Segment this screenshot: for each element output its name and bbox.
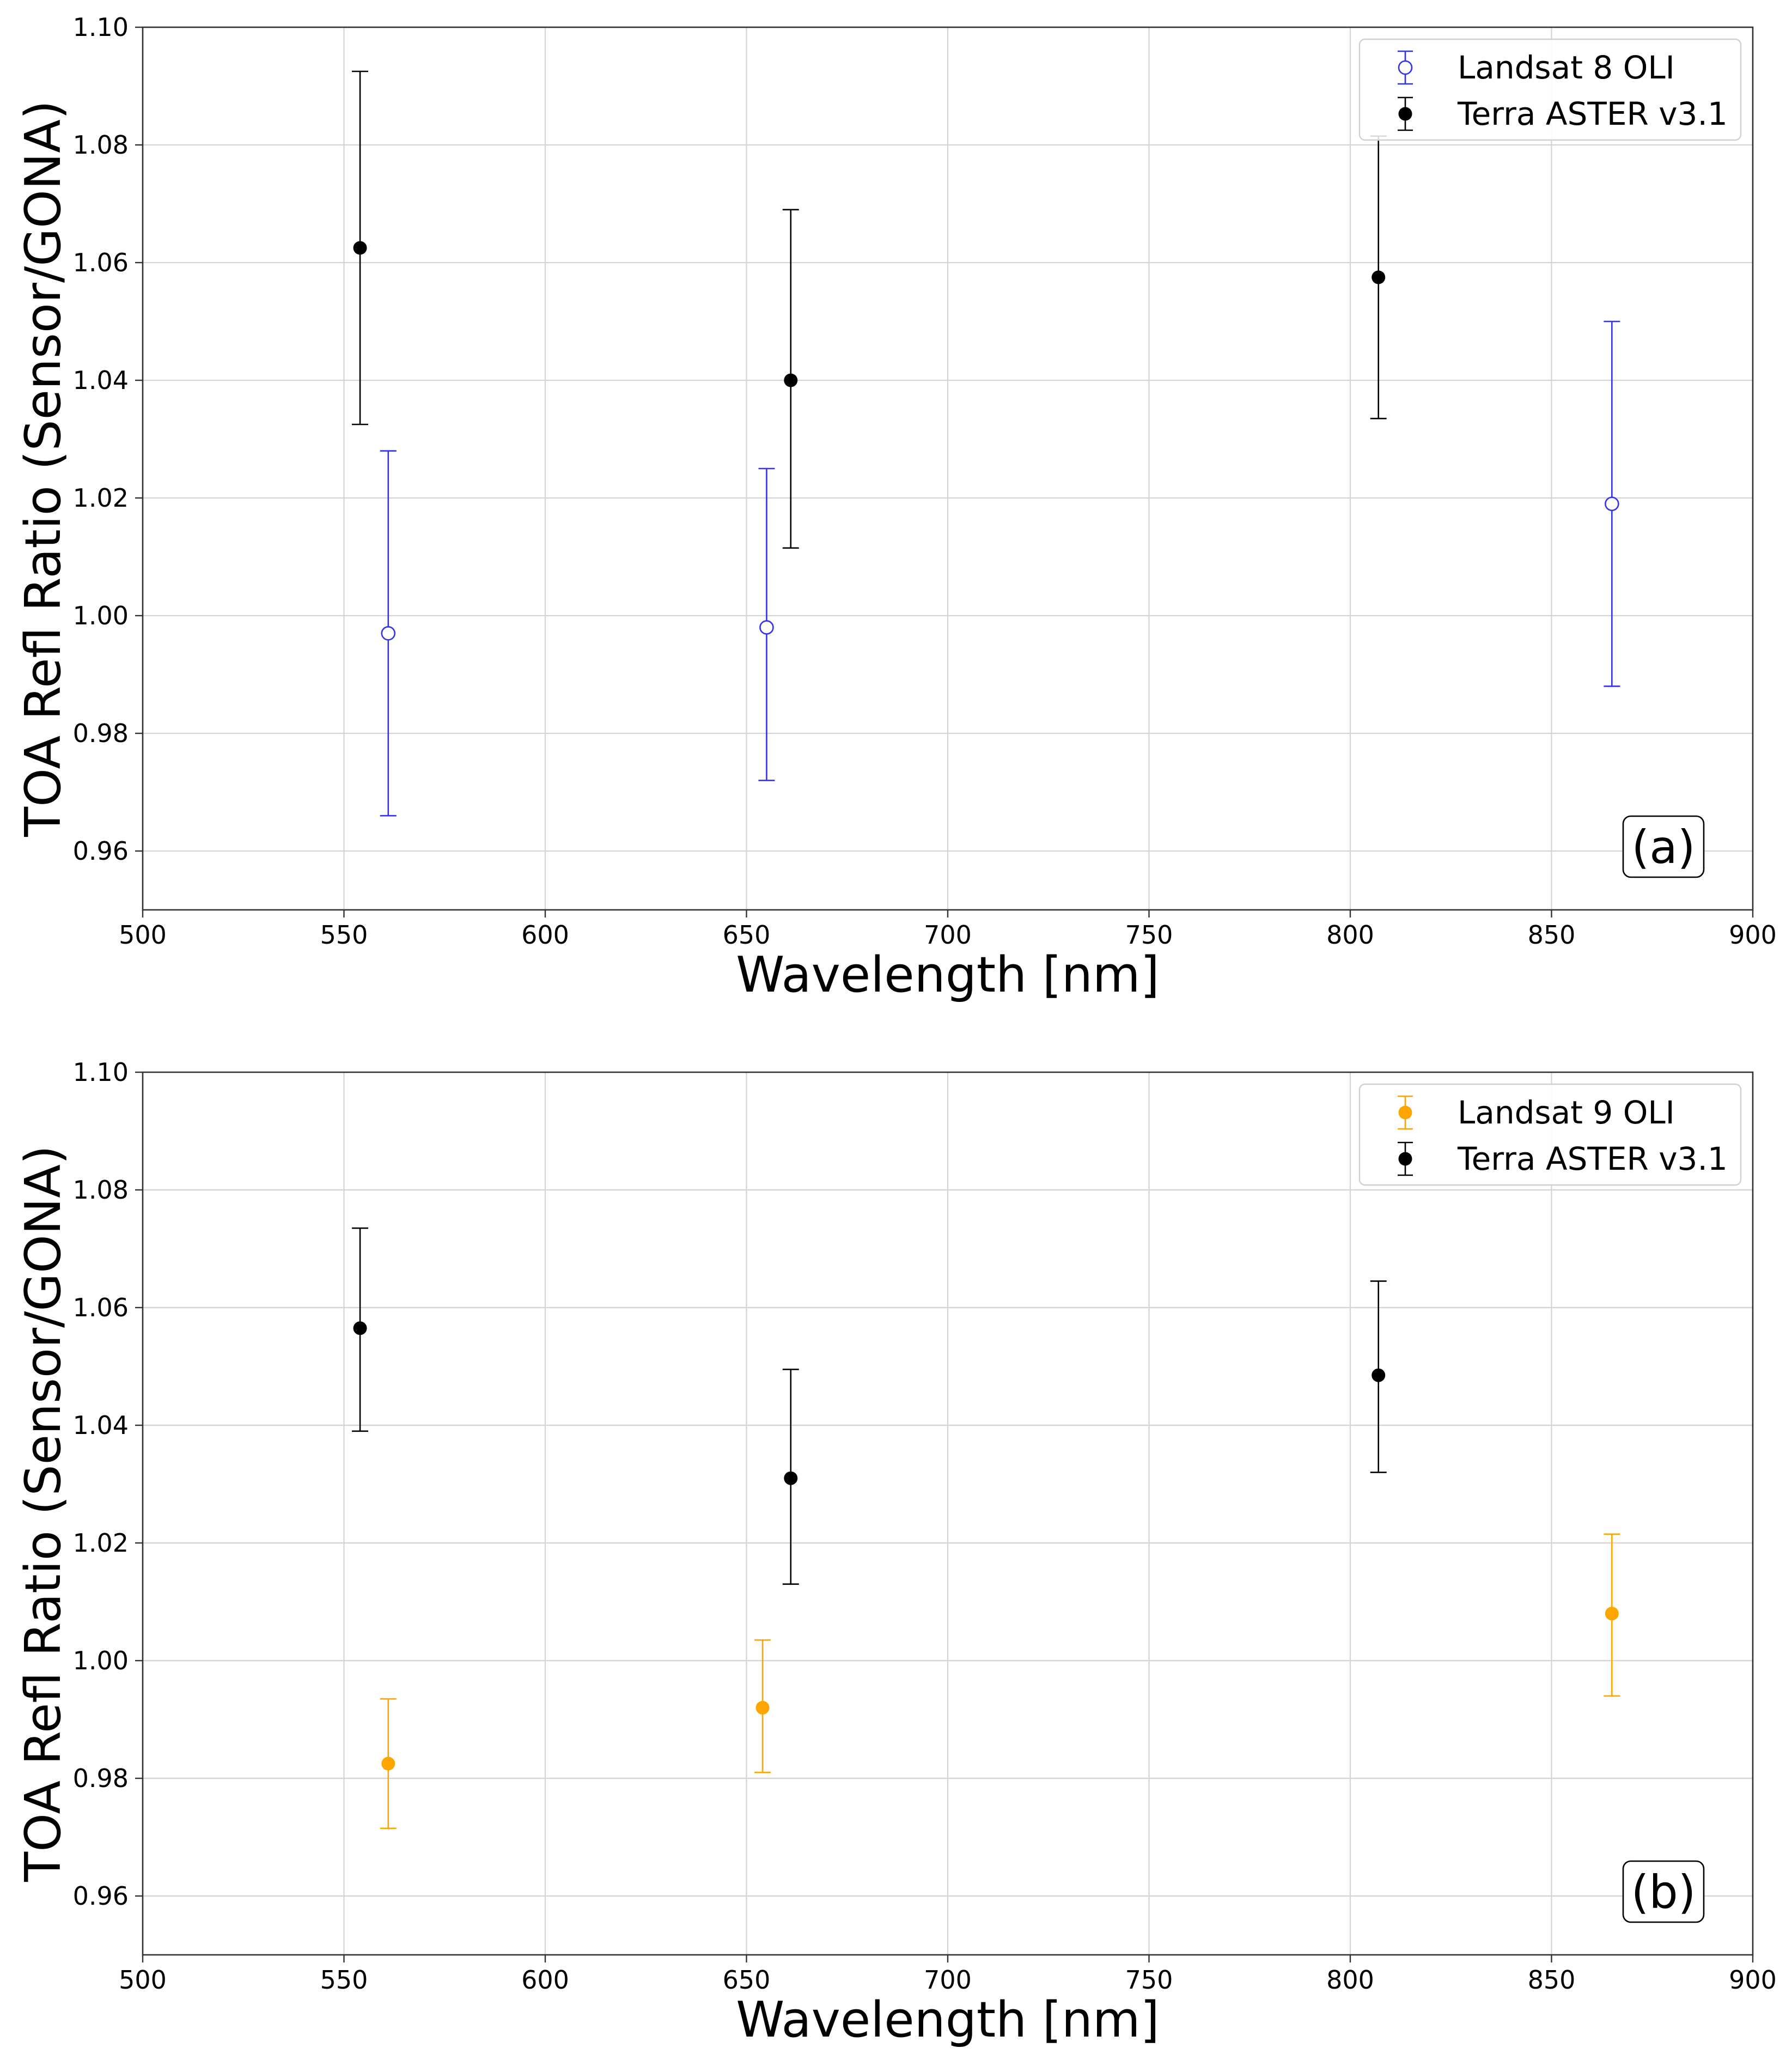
legend-label: Terra ASTER v3.1 xyxy=(1457,1140,1728,1177)
data-point xyxy=(353,1321,367,1335)
x-tick-label: 850 xyxy=(1528,1965,1576,1995)
y-tick-label: 1.06 xyxy=(73,1293,129,1322)
panel-label: (a) xyxy=(1622,815,1705,878)
panel-label-box xyxy=(1622,1860,1705,1923)
panel-a: 500 550 600 650 700 750 800 850 900 0.96 0.98 1.00 1… xyxy=(15,13,1777,1004)
legend-label: Landsat 9 OLI xyxy=(1458,1094,1675,1131)
y-tick-label: 1.10 xyxy=(73,13,129,42)
y-tick-label: 1.04 xyxy=(73,366,129,395)
x-tick-label: 550 xyxy=(320,1965,368,1995)
x-tick-label: 600 xyxy=(521,1965,569,1995)
y-tick-label: 0.98 xyxy=(73,1764,129,1793)
data-point xyxy=(755,1700,770,1715)
legend-marker xyxy=(1398,107,1412,121)
x-tick-label: 750 xyxy=(1125,920,1173,950)
y-tick-label: 0.96 xyxy=(73,1881,129,1911)
y-tick-label: 1.10 xyxy=(73,1058,129,1087)
x-tick-label: 550 xyxy=(320,920,368,950)
x-tick-label: 850 xyxy=(1528,920,1576,950)
legend-label: Terra ASTER v3.1 xyxy=(1457,95,1728,132)
x-tick-label: 500 xyxy=(119,1965,167,1995)
x-axis-title: Wavelength [nm] xyxy=(736,946,1159,1004)
y-tick-label: 1.00 xyxy=(73,1646,129,1675)
data-point xyxy=(784,373,798,387)
panel-label-text: (b) xyxy=(1631,1865,1696,1919)
x-tick-label: 700 xyxy=(924,1965,972,1995)
x-tick-label: 650 xyxy=(723,1965,771,1995)
data-point xyxy=(1605,496,1619,512)
legend-marker xyxy=(1398,60,1413,75)
legend-marker xyxy=(1398,1152,1412,1166)
data-point xyxy=(381,626,396,641)
panel-label: (b) xyxy=(1622,1860,1705,1923)
data-point xyxy=(1372,270,1386,284)
legend-marker xyxy=(1398,1105,1412,1120)
data-point xyxy=(759,620,774,635)
x-tick-label: 600 xyxy=(521,920,569,950)
series-aster xyxy=(352,1227,1387,1585)
x-tick-label: 800 xyxy=(1326,920,1374,950)
y-axis-title: TOA Refl Ratio (Sensor/GONA) xyxy=(15,1145,72,1882)
data-point xyxy=(784,1471,798,1485)
x-tick-label: 900 xyxy=(1729,920,1777,950)
series-landsat xyxy=(380,320,1620,817)
series-aster xyxy=(352,70,1387,549)
panel-label-box xyxy=(1622,815,1705,878)
y-tick-label: 1.08 xyxy=(73,130,129,160)
legend: Landsat 9 OLI Terra ASTER v3.1 xyxy=(1358,1083,1742,1186)
panel-label-text: (a) xyxy=(1631,821,1695,874)
y-tick-label: 1.08 xyxy=(73,1175,129,1205)
x-tick-label: 750 xyxy=(1125,1965,1173,1995)
data-point xyxy=(353,241,367,255)
x-tick-label: 500 xyxy=(119,920,167,950)
legend: Landsat 8 OLI Terra ASTER v3.1 xyxy=(1358,38,1742,141)
x-tick-label: 650 xyxy=(723,920,771,950)
y-axis-title: TOA Refl Ratio (Sensor/GONA) xyxy=(15,100,72,837)
y-tick-label: 1.02 xyxy=(73,1528,129,1558)
x-tick-label: 800 xyxy=(1326,1965,1374,1995)
data-point xyxy=(381,1757,395,1771)
legend-label: Landsat 8 OLI xyxy=(1458,49,1675,86)
legend-box xyxy=(1358,38,1742,141)
x-axis-title: Wavelength [nm] xyxy=(736,1991,1159,2049)
y-tick-label: 1.04 xyxy=(73,1411,129,1440)
y-tick-label: 0.98 xyxy=(73,719,129,748)
y-tick-label: 1.02 xyxy=(73,483,129,513)
data-point xyxy=(1372,1368,1386,1382)
y-tick-label: 1.00 xyxy=(73,601,129,630)
y-tick-label: 1.06 xyxy=(73,248,129,277)
x-tick-label: 700 xyxy=(924,920,972,950)
y-tick-label: 0.96 xyxy=(73,836,129,866)
series-landsat xyxy=(380,1533,1620,1830)
data-point xyxy=(1605,1607,1619,1621)
legend-box xyxy=(1358,1083,1742,1186)
x-tick-label: 900 xyxy=(1729,1965,1777,1995)
panel-b: 500 550 600 650 700 750 800 850 900 0.96 0.98 1.00 1… xyxy=(15,1058,1777,2049)
